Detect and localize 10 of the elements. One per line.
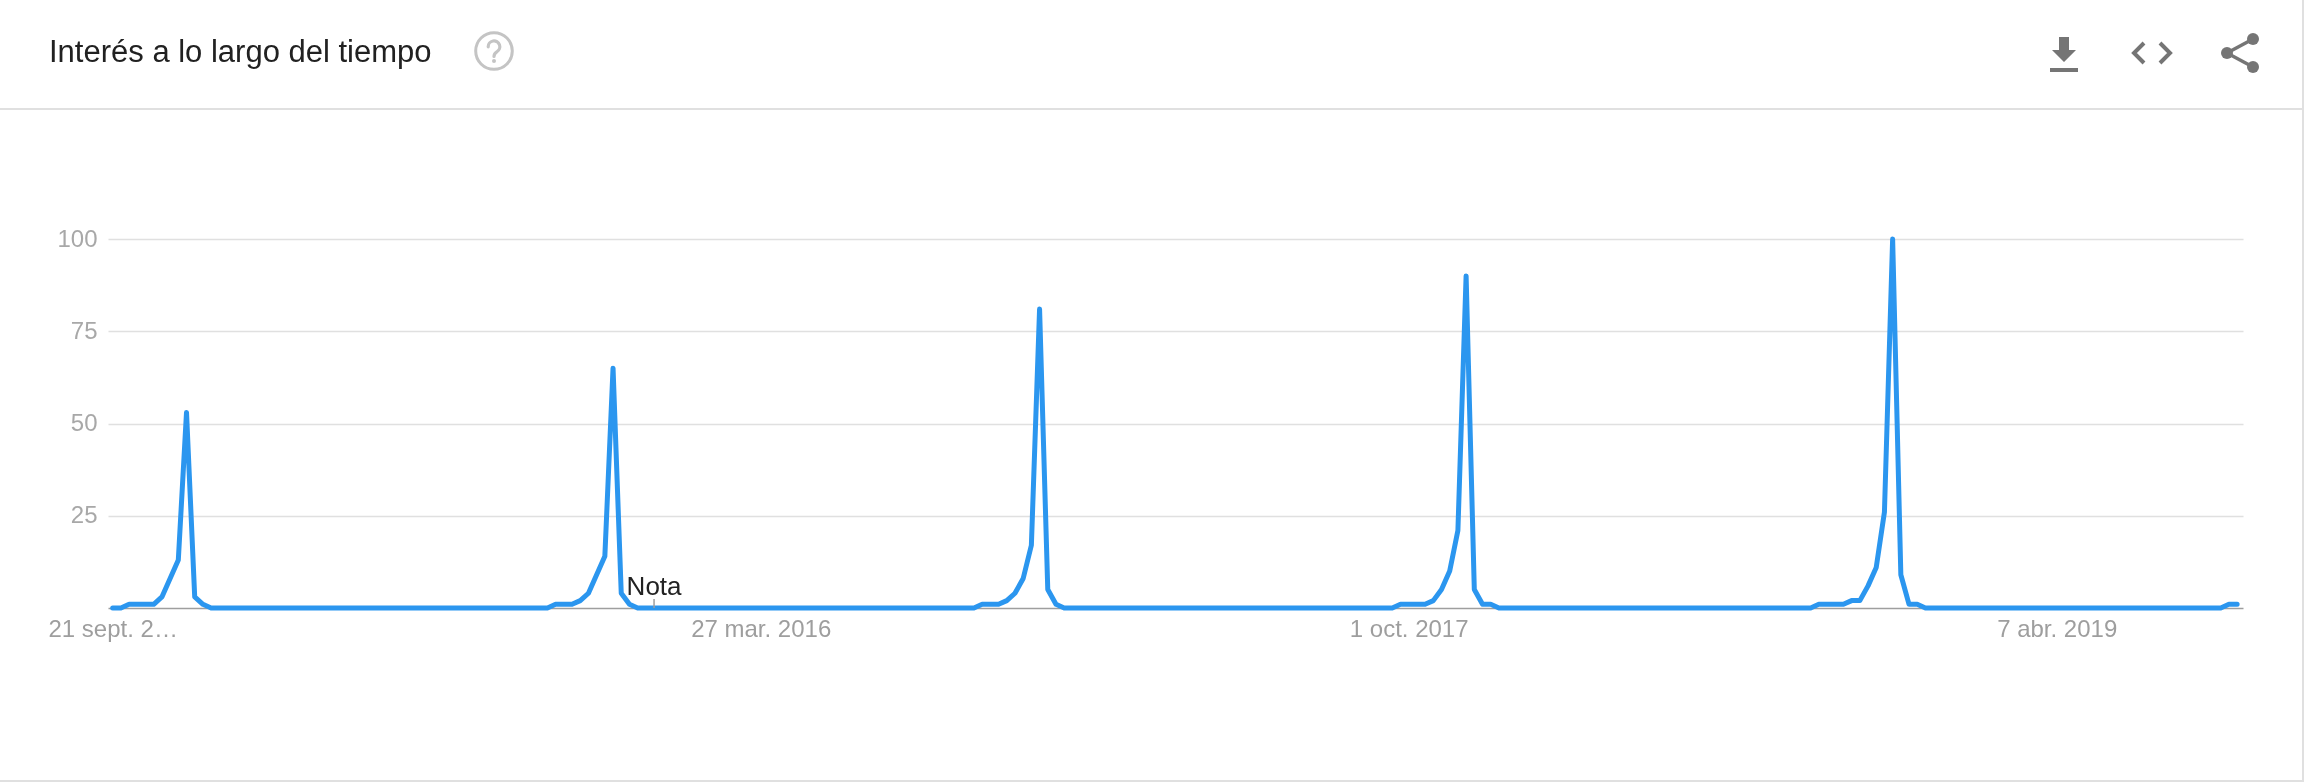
y-tick-label: 25 <box>70 501 98 529</box>
y-tick-label: 100 <box>57 224 98 252</box>
x-tick-label: 21 sept. 2… <box>48 614 178 642</box>
x-tick-label: 1 oct. 2017 <box>1349 614 1469 642</box>
x-tick-label: 7 abr. 2019 <box>1997 614 2118 642</box>
y-tick-label: 50 <box>70 409 98 436</box>
y-tick-label: 75 <box>70 316 98 344</box>
x-tick-label: 27 mar. 2016 <box>691 614 832 642</box>
chart-title: Interés a lo largo del tiempo <box>49 33 432 71</box>
annotation: Nota <box>626 571 683 601</box>
